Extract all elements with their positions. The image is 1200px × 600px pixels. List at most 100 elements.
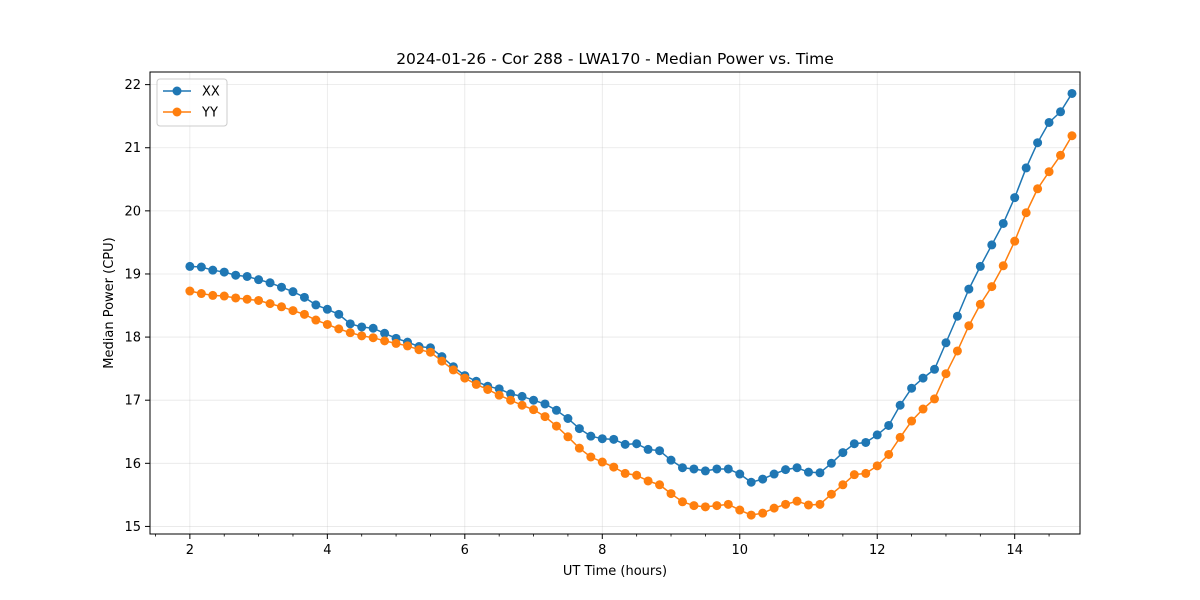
data-point-xx [597,434,607,444]
data-point-yy [712,501,722,511]
data-point-yy [895,432,905,442]
data-point-xx [803,467,813,477]
data-point-xx [551,405,561,415]
data-point-xx [506,389,516,399]
data-point-yy [838,480,848,490]
y-tick-label: 17 [124,394,141,409]
data-point-xx [826,458,836,468]
data-point-xx [540,399,550,409]
data-point-xx [1067,88,1077,98]
legend-marker-yy [172,107,182,117]
data-point-yy [666,489,676,499]
data-point-yy [884,449,894,459]
data-point-xx [254,275,264,285]
data-point-xx [758,474,768,484]
data-point-yy [357,331,367,341]
data-point-xx [380,328,390,338]
y-tick-label: 18 [124,331,141,346]
legend-label-xx: XX [202,85,220,100]
data-point-xx [884,420,894,430]
data-point-yy [964,321,974,331]
data-point-xx [219,267,229,277]
data-point-yy [1044,167,1054,177]
data-point-xx [712,464,722,474]
data-point-yy [609,462,619,472]
data-point-yy [574,443,584,453]
y-tick-label: 20 [124,204,141,219]
data-point-yy [769,503,779,513]
data-point-xx [975,261,985,271]
legend-label-yy: YY [201,106,218,121]
data-point-yy [655,480,665,490]
data-point-xx [529,395,539,405]
data-point-xx [185,261,195,271]
data-point-yy [483,384,493,394]
data-point-xx [952,311,962,321]
data-point-yy [231,293,241,303]
data-point-xx [1056,107,1066,117]
data-point-yy [907,416,917,426]
data-point-xx [586,431,596,441]
data-point-yy [1021,208,1031,218]
series-yy [185,131,1077,520]
data-point-yy [368,333,378,343]
data-point-xx [689,464,699,474]
data-point-yy [334,324,344,334]
x-tick-label: 6 [461,543,469,558]
data-point-xx [700,466,710,476]
data-point-yy [987,282,997,292]
data-point-xx [620,439,630,449]
data-point-xx [494,384,504,394]
legend: XX YY [156,78,228,127]
data-point-yy [254,295,264,305]
data-point-xx [918,373,928,383]
chart-title: 2024-01-26 - Cor 288 - LWA170 - Median P… [396,50,834,68]
data-point-xx [792,463,802,473]
data-point-yy [551,421,561,431]
data-point-yy [517,400,527,410]
data-point-yy [380,336,390,346]
data-point-xx [849,439,859,449]
data-point-yy [815,499,825,509]
data-point-yy [242,294,252,304]
data-point-xx [609,434,619,444]
data-point-xx [907,383,917,393]
data-point-xx [242,271,252,281]
data-point-yy [403,341,413,351]
data-point-yy [952,346,962,356]
data-point-yy [437,356,447,366]
data-point-yy [597,457,607,467]
data-point-yy [586,452,596,462]
data-point-yy [861,468,871,478]
data-point-yy [540,412,550,422]
y-tick-label: 15 [124,520,141,535]
data-point-yy [975,299,985,309]
data-point-yy [506,395,516,405]
data-point-yy [208,290,218,300]
series-layer [185,88,1077,520]
data-point-xx [872,430,882,440]
data-point-yy [299,309,309,319]
data-point-yy [849,470,859,480]
data-point-xx [1021,163,1031,173]
data-point-xx [769,469,779,479]
x-tick-label: 4 [323,543,331,558]
x-tick-label: 10 [731,543,748,558]
data-point-yy [196,289,206,299]
data-point-yy [781,499,791,509]
data-point-yy [826,489,836,499]
data-point-yy [941,369,951,379]
data-point-xx [643,444,653,454]
data-point-xx [299,292,309,302]
data-point-yy [448,365,458,375]
data-point-yy [1067,131,1077,141]
plot-frame [149,71,1081,535]
data-point-yy [746,510,756,520]
data-point-yy [219,291,229,301]
data-point-yy [872,461,882,471]
y-axis-label: Median Power (CPU) [102,237,117,368]
data-point-yy [998,261,1008,271]
y-tick-label: 21 [124,141,141,156]
data-point-xx [723,464,733,474]
x-tick-label: 2 [186,543,194,558]
